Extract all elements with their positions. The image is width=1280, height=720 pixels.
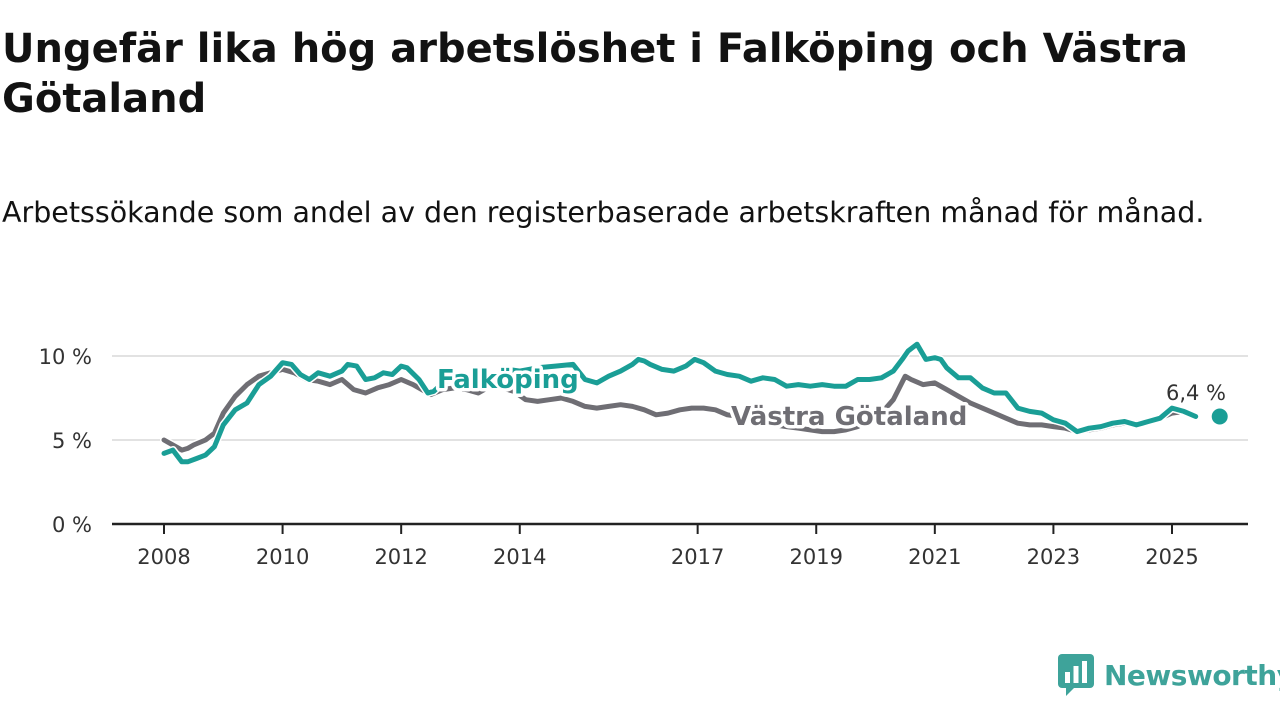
- grid-lines: [112, 355, 1248, 441]
- x-tick-label: 2008: [137, 545, 190, 569]
- series-halo-falkoping: [160, 340, 1200, 466]
- x-tick-label: 2014: [493, 545, 546, 569]
- x-tick-label: 2021: [908, 545, 961, 569]
- series-labels: Falköping Västra Götaland 6,4 %: [434, 362, 1228, 436]
- end-value-label: 6,4 %: [1166, 381, 1226, 405]
- x-tick-label: 2017: [671, 545, 724, 569]
- x-tick-label: 2019: [790, 545, 843, 569]
- series-lines: [160, 340, 1200, 466]
- x-axis-ticks: 2008 2010 2012 2014 2017 2019 2021 2023 2025: [137, 524, 1199, 569]
- series-line-falkoping: [161, 341, 1199, 465]
- series-label-falkoping: Falköping: [437, 365, 579, 395]
- chart-title: Ungefär lika hög arbetslöshet i Falköpin…: [2, 26, 1188, 122]
- chart-subtitle: Arbetssökande som andel av den registerb…: [2, 196, 1205, 229]
- y-tick-label: 10 %: [39, 345, 92, 369]
- end-point-marker: [1211, 408, 1228, 425]
- series-label-vastra-gotaland: Västra Götaland: [731, 402, 967, 432]
- y-tick-label: 5 %: [52, 429, 92, 453]
- y-axis-ticks: 0 % 5 % 10 %: [39, 345, 92, 537]
- x-tick-label: 2025: [1145, 545, 1198, 569]
- y-tick-label: 0 %: [52, 513, 92, 537]
- newsworthy-logo-icon: [1058, 654, 1094, 696]
- x-tick-label: 2012: [374, 545, 427, 569]
- series-line-vastra_gotaland: [161, 366, 1199, 453]
- newsworthy-logo: Newsworthy: [1058, 654, 1280, 696]
- x-tick-label: 2023: [1027, 545, 1080, 569]
- brand-name: Newsworthy: [1104, 658, 1280, 692]
- x-tick-label: 2010: [256, 545, 309, 569]
